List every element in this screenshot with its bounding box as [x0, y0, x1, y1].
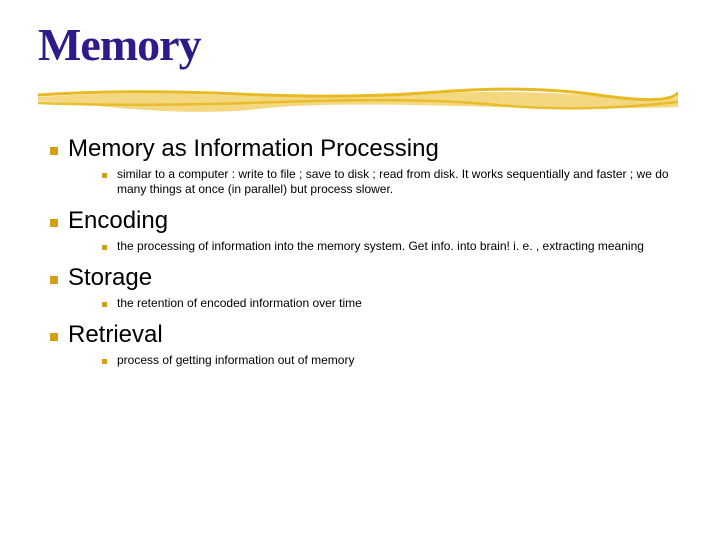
section: Encoding the processing of information i…: [50, 207, 670, 254]
section-heading-row: Storage: [50, 264, 670, 292]
section-heading-row: Retrieval: [50, 321, 670, 349]
square-bullet-icon: [102, 245, 107, 250]
page-title: Memory: [38, 18, 201, 71]
section-heading-row: Memory as Information Processing: [50, 135, 670, 163]
section-heading: Storage: [68, 264, 152, 292]
section: Storage the retention of encoded informa…: [50, 264, 670, 311]
section-heading: Encoding: [68, 207, 168, 235]
square-bullet-icon: [50, 219, 58, 227]
square-bullet-icon: [102, 173, 107, 178]
section-heading-row: Encoding: [50, 207, 670, 235]
section-desc: process of getting information out of me…: [117, 353, 354, 368]
section-desc: similar to a computer : write to file ; …: [117, 167, 670, 197]
section-desc-row: the processing of information into the m…: [50, 239, 670, 254]
square-bullet-icon: [102, 359, 107, 364]
section-desc: the retention of encoded information ove…: [117, 296, 362, 311]
section-desc: the processing of information into the m…: [117, 239, 644, 254]
content-area: Memory as Information Processing similar…: [50, 135, 670, 378]
section-heading: Retrieval: [68, 321, 163, 349]
section: Retrieval process of getting information…: [50, 321, 670, 368]
section-desc-row: process of getting information out of me…: [50, 353, 670, 368]
square-bullet-icon: [102, 302, 107, 307]
square-bullet-icon: [50, 276, 58, 284]
title-underline: [38, 85, 678, 115]
section: Memory as Information Processing similar…: [50, 135, 670, 197]
section-heading: Memory as Information Processing: [68, 135, 439, 163]
section-desc-row: the retention of encoded information ove…: [50, 296, 670, 311]
section-desc-row: similar to a computer : write to file ; …: [50, 167, 670, 197]
square-bullet-icon: [50, 147, 58, 155]
slide: Memory Memory as Information Processing …: [0, 0, 720, 540]
square-bullet-icon: [50, 333, 58, 341]
